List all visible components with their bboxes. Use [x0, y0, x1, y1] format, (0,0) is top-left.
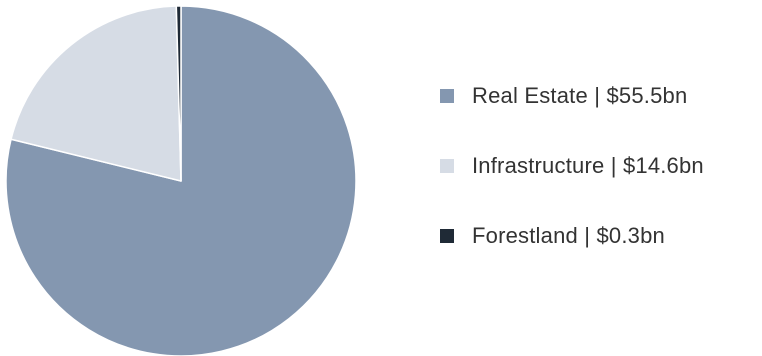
legend: Real Estate | $55.5bn Infrastructure | $…	[440, 78, 704, 254]
legend-item-real-estate: Real Estate | $55.5bn	[440, 78, 704, 114]
legend-swatch-forestland	[440, 229, 454, 243]
legend-label-forestland: Forestland | $0.3bn	[472, 223, 665, 248]
legend-item-forestland: Forestland | $0.3bn	[440, 218, 704, 254]
legend-swatch-real-estate	[440, 89, 454, 103]
legend-swatch-infrastructure	[440, 159, 454, 173]
pie-slice-infrastructure	[10, 5, 182, 182]
pie-slice-forestland	[175, 5, 182, 182]
legend-item-infrastructure: Infrastructure | $14.6bn	[440, 148, 704, 184]
legend-label-real-estate: Real Estate | $55.5bn	[472, 83, 688, 108]
legend-label-infrastructure: Infrastructure | $14.6bn	[472, 153, 704, 178]
